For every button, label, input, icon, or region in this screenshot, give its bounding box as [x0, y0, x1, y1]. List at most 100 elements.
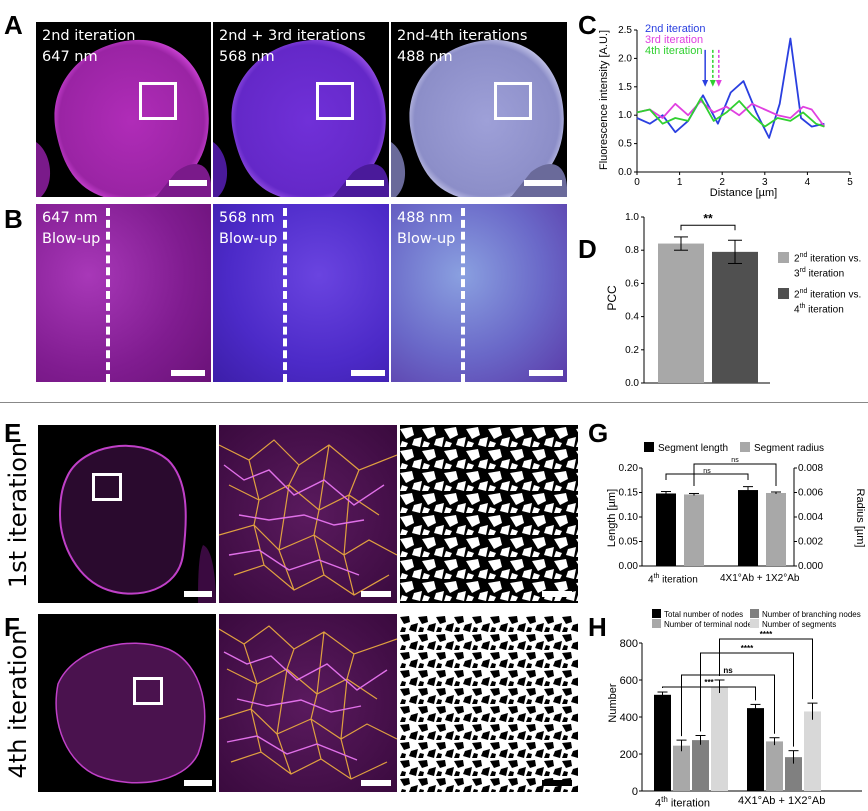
micrograph-f-network	[219, 614, 397, 792]
legend-swatch	[750, 619, 759, 628]
roi-box	[133, 677, 163, 705]
x-label-text: 4	[648, 574, 654, 586]
legend-entry: Segment radius	[754, 443, 824, 454]
x-label-text: 4X1°Ab + 1X2°Ab	[720, 573, 800, 584]
legend-entry: 2nd iteration	[645, 23, 706, 35]
y-tick-label: 0.0	[618, 167, 632, 178]
chart-c-ylabel: Fluorescence intensity [A.U.]	[598, 29, 610, 171]
panel-a-caption: 2nd-4th iterations 488 nm	[397, 28, 528, 65]
y-tick-label: 0.10	[619, 512, 639, 523]
scale-bar	[542, 591, 572, 597]
x-category-label: 4th iteration	[648, 573, 698, 585]
legend-entry: 4th iteration	[645, 45, 702, 57]
y-tick-label: 1.5	[618, 82, 632, 93]
chart-d-ylabel-wrap: PCC	[600, 216, 624, 380]
panel-label-c: C	[578, 10, 597, 40]
blowup-b-488: 488 nm Blow-up	[391, 204, 567, 382]
y-tick-label: 1.0	[618, 110, 632, 121]
chart-h-ylabel: Number	[607, 683, 619, 723]
legend-sup: th	[799, 303, 806, 311]
chart-d-ylabel: PCC	[605, 285, 619, 311]
y2-tick-label: 0.002	[798, 537, 823, 548]
chart-h-ylabel-wrap: Number	[604, 640, 622, 766]
significance-bracket	[719, 638, 813, 700]
micrograph-a-568: 2nd + 3rd iterations 568 nm	[213, 22, 389, 197]
legend-sup: nd	[799, 288, 808, 295]
panel-label-g: G	[588, 418, 609, 448]
binary-mask	[400, 425, 578, 603]
y-tick-label: 400	[620, 712, 638, 724]
scale-bar	[361, 780, 391, 786]
bar	[673, 745, 690, 791]
nucleus-image	[58, 444, 216, 603]
scale-bar	[529, 370, 563, 376]
scale-bar	[171, 370, 205, 376]
significance-label: ns	[731, 457, 739, 464]
line-profile-marker	[283, 208, 287, 382]
y-tick-label: 600	[620, 675, 638, 687]
y-tick-label: 0.4	[625, 312, 639, 323]
scale-bar	[361, 591, 391, 597]
x-label-text: iteration	[659, 574, 698, 586]
chart-c-line-profile: 0.0 0.5 1.0 1.5 2.0 2.5 0 1 2 3 4 5 Distance [µm] 2nd…	[618, 23, 853, 199]
y-tick-label: 0.5	[618, 139, 632, 150]
bar	[658, 243, 704, 383]
bar	[656, 493, 676, 566]
micrograph-a-488: 2nd-4th iterations 488 nm	[391, 22, 567, 197]
x-category-label: 4th iteration	[655, 795, 710, 810]
legend-swatch	[652, 619, 661, 628]
y-tick-label: 0.2	[625, 345, 639, 356]
micrograph-a-647: 2nd iteration 647 nm	[36, 22, 211, 197]
x-tick-label: 0	[634, 177, 640, 188]
nucleus-image	[55, 642, 206, 784]
series-line-2	[636, 100, 826, 128]
x-label-text: 4	[655, 797, 662, 810]
legend-text: iteration vs.	[807, 253, 862, 265]
panel-label-b: B	[4, 204, 23, 234]
significance-bracket	[681, 674, 775, 737]
scale-bar	[524, 180, 562, 186]
bar	[804, 711, 821, 791]
chart-g-ylabel-wrap: Length [µm]	[604, 466, 620, 570]
y-tick-label: 0.8	[625, 245, 639, 256]
scale-bar	[346, 180, 384, 186]
bar	[738, 490, 758, 566]
panel-label-h: H	[588, 612, 607, 642]
significance-bracket	[665, 473, 749, 480]
x-tick-label: 1	[677, 177, 683, 188]
y-tick-label: 2.0	[618, 53, 632, 64]
x-label-sup: th	[653, 573, 660, 580]
blowup-b-647: 647 nm Blow-up	[36, 204, 211, 382]
panel-b-caption: 647 nm Blow-up	[42, 210, 101, 247]
x-category-label: 4X1°Ab + 1X2°Ab	[720, 573, 799, 584]
roi-box	[92, 473, 122, 501]
chart-d-legend: 2nd iteration vs. 3rd iteration 2nd iter…	[778, 250, 866, 322]
x-label-text: iteration	[667, 797, 710, 810]
y-tick-label: 0.0	[625, 378, 639, 389]
y-tick-label: 1.0	[625, 212, 639, 223]
row-f-label: 4th iteration	[0, 614, 36, 794]
legend-sup: nd	[799, 252, 808, 259]
y-tick-label: 0.20	[619, 463, 639, 474]
legend-entry: Segment length	[658, 443, 728, 454]
x-label-sup: th	[661, 795, 668, 804]
y-tick-label: 0.00	[619, 561, 639, 572]
y2-tick-label: 0.008	[798, 463, 823, 474]
y-tick-label: 0.05	[619, 537, 639, 548]
series-line-3	[636, 97, 825, 128]
x-category-label: 4X1°Ab + 1X2°Ab	[738, 795, 825, 807]
legend-text: 3	[794, 268, 800, 280]
bar	[766, 492, 786, 566]
roi-box	[494, 82, 532, 120]
chart-g-ylabel: Length [µm]	[606, 488, 618, 548]
x-tick-label: 5	[847, 177, 853, 188]
significance-label: ns	[703, 468, 711, 475]
scale-bar	[542, 780, 572, 786]
x-axis-label: Distance [µm]	[710, 187, 777, 199]
micrograph-e-nucleus	[38, 425, 216, 603]
roi-box	[139, 82, 177, 120]
legend-entry: Number of segments	[762, 620, 836, 629]
y-tick-label: 0	[632, 786, 638, 798]
legend-item: 2nd iteration vs. 4th iteration	[778, 286, 866, 322]
x-tick-label: 3	[762, 177, 768, 188]
